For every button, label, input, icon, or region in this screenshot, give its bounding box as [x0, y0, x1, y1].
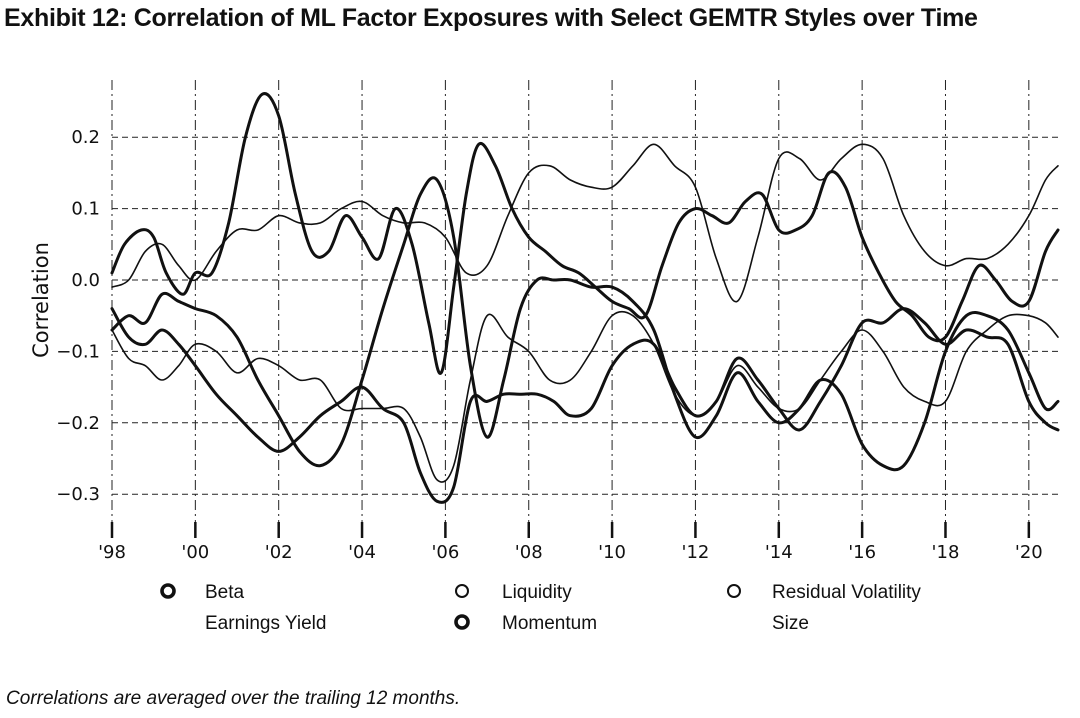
legend-label: Residual Volatility — [772, 582, 921, 603]
legend-marker — [160, 583, 176, 599]
legend-label: Momentum — [502, 613, 597, 634]
series-line-1 — [110, 92, 1060, 375]
y-tick-label: 0.1 — [71, 199, 100, 220]
y-tick-label: −0.2 — [56, 413, 100, 434]
x-tick-label: '10 — [598, 542, 626, 563]
series-line-3 — [111, 310, 1059, 483]
series-lines — [110, 92, 1060, 504]
grid-lines — [110, 80, 1058, 540]
y-tick-label: 0.2 — [71, 127, 100, 148]
legend-marker — [454, 614, 470, 630]
x-tick-label: '08 — [515, 542, 543, 563]
series-line-5 — [110, 307, 1060, 504]
chart-title: Exhibit 12: Correlation of ML Factor Exp… — [4, 4, 978, 32]
legend: Beta Liquidity Residual Volatility Earnings… — [160, 582, 921, 634]
series-line-2 — [111, 143, 1059, 303]
y-tick-labels: 0.2 0.1 0.0 −0.1 −0.2 −0.3 — [56, 127, 100, 505]
x-tick-label: '06 — [431, 542, 459, 563]
legend-label: Liquidity — [502, 582, 572, 603]
x-tick-label: '14 — [765, 542, 793, 563]
legend-label: Beta — [205, 582, 245, 603]
line-chart: 0.2 0.1 0.0 −0.1 −0.2 −0.3 '98 '00 '02 '04 '06 '08… — [29, 80, 1060, 634]
x-tick-label: '04 — [348, 542, 376, 563]
x-tick-label: '00 — [181, 542, 209, 563]
y-tick-label: −0.1 — [56, 341, 100, 362]
y-axis-title: Correlation — [29, 242, 53, 358]
series-line-4 — [110, 176, 1060, 472]
x-tick-label: '02 — [265, 542, 293, 563]
x-tick-labels: '98 '00 '02 '04 '06 '08 '10 '12 '14 '16 '18 '20 — [98, 542, 1043, 563]
legend-label: Earnings Yield — [205, 613, 326, 634]
legend-marker — [727, 584, 741, 598]
y-tick-label: −0.3 — [56, 484, 100, 505]
x-tick-label: '98 — [98, 542, 126, 563]
legend-label: Size — [772, 613, 809, 634]
legend-marker — [455, 584, 469, 598]
x-tick-label: '12 — [682, 542, 710, 563]
y-tick-label: 0.0 — [71, 270, 100, 291]
x-tick-label: '20 — [1015, 542, 1043, 563]
x-tick-label: '16 — [848, 542, 876, 563]
footnote: Correlations are averaged over the trail… — [6, 688, 461, 709]
x-tick-label: '18 — [932, 542, 960, 563]
